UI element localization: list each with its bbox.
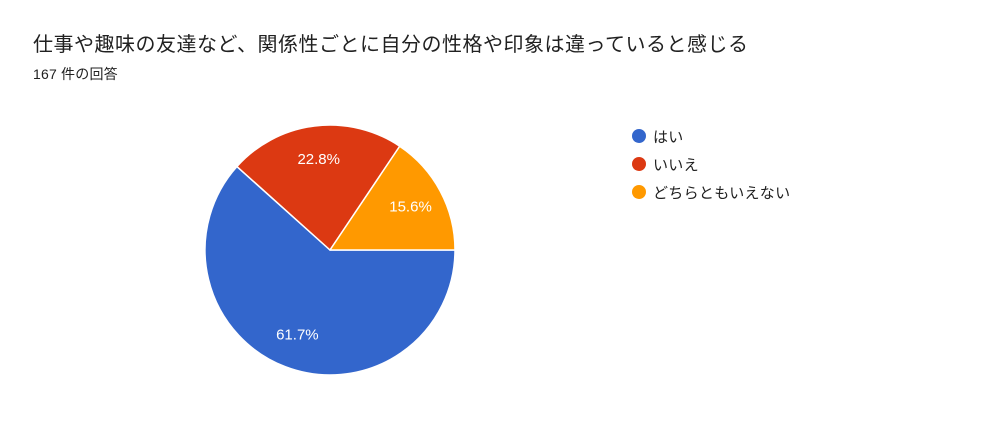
pie-slice-2[interactable] xyxy=(329,145,456,251)
legend-item-yes: はい xyxy=(632,122,790,150)
legend-item-neither: どちらともいえない xyxy=(632,178,790,206)
pie-slice-1[interactable] xyxy=(236,124,401,251)
pie-slice-label-2: 15.6% xyxy=(389,199,432,216)
legend-item-no: いいえ xyxy=(632,150,790,178)
pie-slice-0[interactable] xyxy=(204,165,456,376)
pie-slice-label-1: 22.8% xyxy=(297,151,340,168)
legend-swatch xyxy=(632,157,646,171)
legend-swatch xyxy=(632,129,646,143)
legend-label: どちらともいえない xyxy=(653,184,791,202)
legend-swatch xyxy=(632,185,646,199)
pie-chart[interactable]: 61.7% 22.8% 15.6% xyxy=(180,100,480,400)
legend-label: はい xyxy=(653,128,684,146)
question-title: 仕事や趣味の友達など、関係性ごとに自分の性格や印象は違っていると感じる xyxy=(33,34,749,56)
pie-slice-label-0: 61.7% xyxy=(276,327,319,344)
response-count: 167 件の回答 xyxy=(33,66,118,82)
legend: はい いいえ どちらともいえない xyxy=(632,122,790,206)
legend-label: いいえ xyxy=(653,156,699,174)
